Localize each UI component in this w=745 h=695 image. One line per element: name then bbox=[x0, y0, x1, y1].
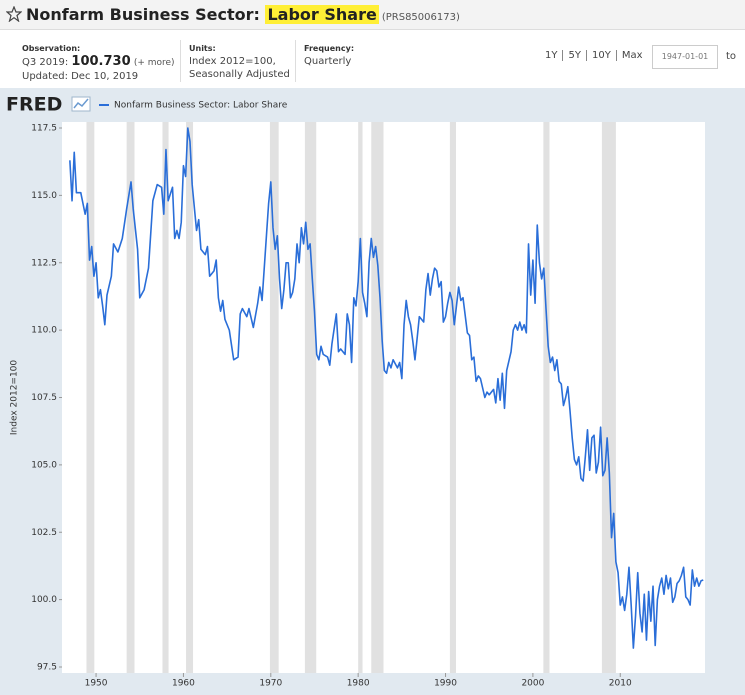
y-tick-label: 102.5 bbox=[31, 528, 57, 538]
units-label: Units: bbox=[189, 44, 216, 53]
recession-band bbox=[358, 122, 363, 673]
x-tick-label: 1990 bbox=[434, 679, 457, 689]
favorite-star[interactable] bbox=[6, 6, 22, 22]
chart: FRED 97.5 100.0 102.5 105.0 107.5 110.0 112.5 1… bbox=[0, 88, 745, 695]
x-tick-label: 1980 bbox=[347, 679, 370, 689]
y-tick-label: 115.0 bbox=[31, 191, 57, 201]
recession-band bbox=[186, 122, 194, 673]
recession-band bbox=[543, 122, 550, 673]
x-tick-label: 1970 bbox=[259, 679, 282, 689]
series-id: (PRS85006173) bbox=[381, 12, 460, 23]
frequency-block: Frequency: Quarterly bbox=[304, 42, 354, 68]
recession-band bbox=[371, 122, 384, 673]
legend-label: Nonfarm Business Sector: Labor Share bbox=[114, 101, 288, 111]
frequency-value: Quarterly bbox=[304, 56, 352, 67]
title-highlight: Labor Share bbox=[265, 5, 379, 24]
more-link[interactable]: (+ more) bbox=[133, 58, 175, 68]
title-text: Nonfarm Business Sector: bbox=[26, 5, 260, 24]
units-block: Units: Index 2012=100, Seasonally Adjust… bbox=[189, 42, 290, 81]
recession-band bbox=[126, 122, 135, 673]
frequency-label: Frequency: bbox=[304, 44, 355, 53]
to-label: to bbox=[726, 51, 737, 62]
y-tick-label: 105.0 bbox=[31, 460, 57, 470]
recession-band bbox=[162, 122, 169, 673]
recession-band bbox=[449, 122, 457, 673]
recession-band bbox=[304, 122, 317, 673]
start-date-input[interactable]: 1947-01-01 bbox=[652, 45, 718, 69]
y-tick-label: 112.5 bbox=[31, 258, 57, 268]
observation-label: Observation: bbox=[22, 44, 81, 53]
x-tick-label: 1950 bbox=[85, 679, 108, 689]
units-line: Index 2012=100, bbox=[189, 56, 276, 67]
recession-band bbox=[86, 122, 95, 673]
data-line bbox=[69, 127, 704, 649]
x-tick-label: 2010 bbox=[609, 679, 632, 689]
fred-logo: FRED bbox=[6, 94, 62, 116]
observation-block: Observation: Q3 2019: 100.730 (+ more) U… bbox=[22, 42, 175, 83]
recession-band bbox=[269, 122, 279, 673]
y-tick-label: 100.0 bbox=[31, 595, 57, 605]
y-tick-label: 117.5 bbox=[31, 124, 57, 134]
range-option[interactable]: Max bbox=[615, 50, 648, 61]
y-axis-label: Index 2012=100 bbox=[10, 360, 20, 436]
x-tick-label: 1960 bbox=[172, 679, 195, 689]
separator bbox=[295, 40, 296, 82]
header-bar: Nonfarm Business Sector: Labor Share (PRS… bbox=[0, 0, 745, 30]
range-selector: 1Y 5Y 10Y Max bbox=[545, 50, 648, 61]
range-option[interactable]: 5Y bbox=[562, 50, 585, 61]
y-tick-label: 110.0 bbox=[31, 326, 57, 336]
range-option[interactable]: 10Y bbox=[585, 50, 616, 61]
x-tick-label: 2000 bbox=[521, 679, 544, 689]
separator bbox=[180, 40, 181, 82]
series-title: Nonfarm Business Sector: Labor Share (PRS… bbox=[26, 5, 460, 24]
fred-logo-icon bbox=[71, 96, 91, 112]
updated-date: Updated: Dec 10, 2019 bbox=[22, 71, 139, 82]
range-option[interactable]: 1Y bbox=[545, 50, 558, 61]
recession-band bbox=[601, 122, 616, 673]
observation-period: Q3 2019: bbox=[22, 57, 69, 68]
y-tick-label: 97.5 bbox=[37, 663, 57, 673]
units-line: Seasonally Adjusted bbox=[189, 69, 290, 80]
observation-value: 100.730 bbox=[71, 54, 131, 69]
y-tick-label: 107.5 bbox=[31, 393, 57, 403]
